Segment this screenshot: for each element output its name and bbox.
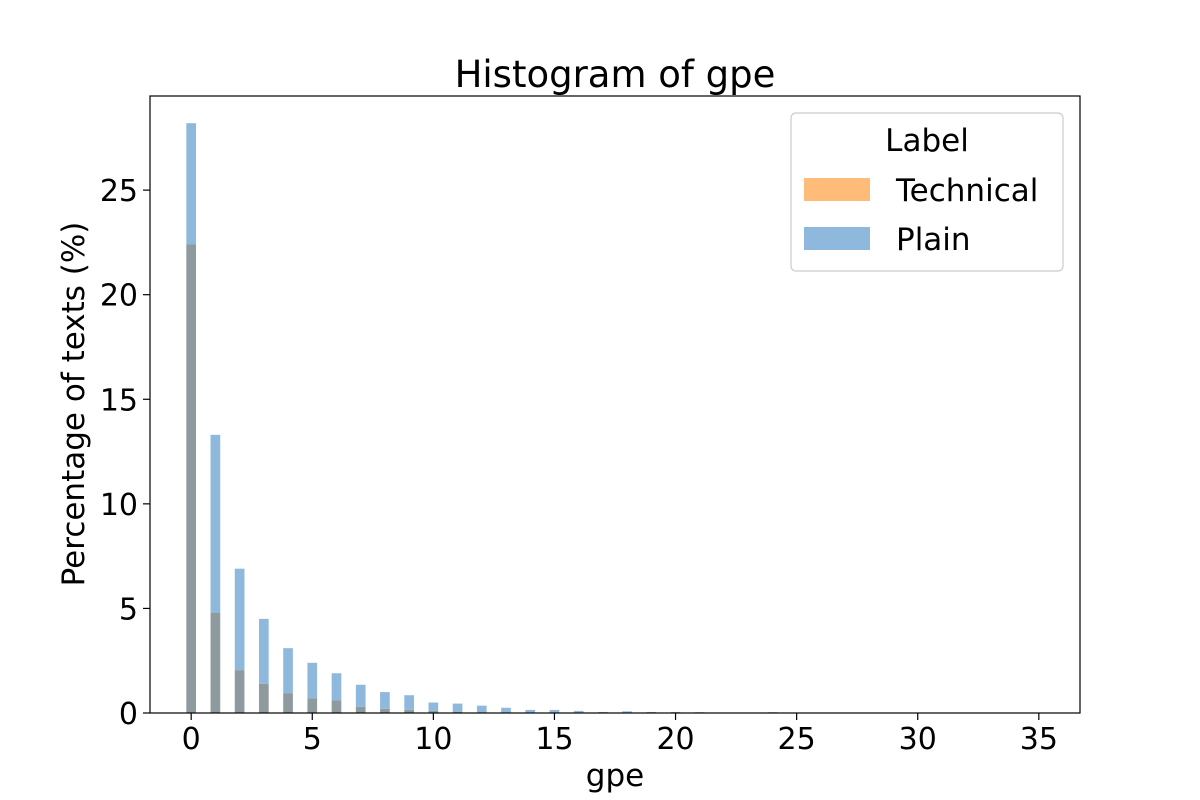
legend-swatch-technical [804,178,870,201]
bar-plain [428,702,439,711]
y-tick-label: 25 [100,174,138,209]
bar-plain [283,648,293,694]
y-axis-label: Percentage of texts (%) [56,222,92,587]
y-tick-label: 20 [100,279,138,314]
bar-plain [452,703,463,712]
bar-overlap [355,706,366,713]
bar-overlap [186,244,197,714]
bar-overlap [428,710,439,713]
bar-plain [501,707,511,713]
bar-plain [331,673,342,701]
bar-overlap [307,698,318,713]
bars-layer [186,123,778,714]
bar-plain [622,711,632,713]
bar-plain [573,710,584,713]
bar-overlap [380,708,390,713]
bar-overlap [404,709,414,713]
bar-plain [234,568,245,671]
x-axis-ticks: 0 5 10 15 20 25 30 35 [182,713,1058,757]
bar-plain [307,662,318,699]
x-axis-label: gpe [586,758,644,794]
legend-title: Label [885,123,969,159]
bar-plain [186,123,197,245]
y-tick-label: 10 [100,488,138,523]
y-tick-label: 15 [100,383,138,418]
bar-overlap [331,700,342,713]
bar-plain [476,705,487,713]
bar-overlap [234,670,245,713]
bar-plain [549,709,560,713]
bar-plain [258,618,269,684]
bar-overlap [283,693,293,713]
chart-title: Histogram of gpe [455,53,776,96]
x-tick-label: 0 [182,722,201,757]
x-tick-label: 25 [778,722,816,757]
bar-plain [210,434,221,613]
legend: Label Technical Plain [790,112,1064,272]
x-tick-label: 15 [535,722,573,757]
bar-overlap [210,612,221,713]
bar-plain [355,684,366,707]
x-tick-label: 35 [1020,722,1058,757]
x-tick-label: 30 [899,722,937,757]
y-tick-label: 0 [119,697,138,732]
y-axis-ticks: 0 5 10 15 20 25 [100,174,150,732]
legend-label-technical: Technical [895,173,1038,209]
legend-label-plain: Plain [896,222,971,258]
y-tick-label: 5 [119,592,138,627]
x-tick-label: 5 [303,722,322,757]
x-tick-label: 10 [414,722,452,757]
legend-swatch-plain [804,227,870,250]
bar-overlap [258,683,269,713]
bar-plain [380,692,390,709]
bar-plain [525,709,536,713]
plot-frame [149,95,1081,714]
x-tick-label: 20 [656,722,694,757]
bar-plain [404,695,414,710]
